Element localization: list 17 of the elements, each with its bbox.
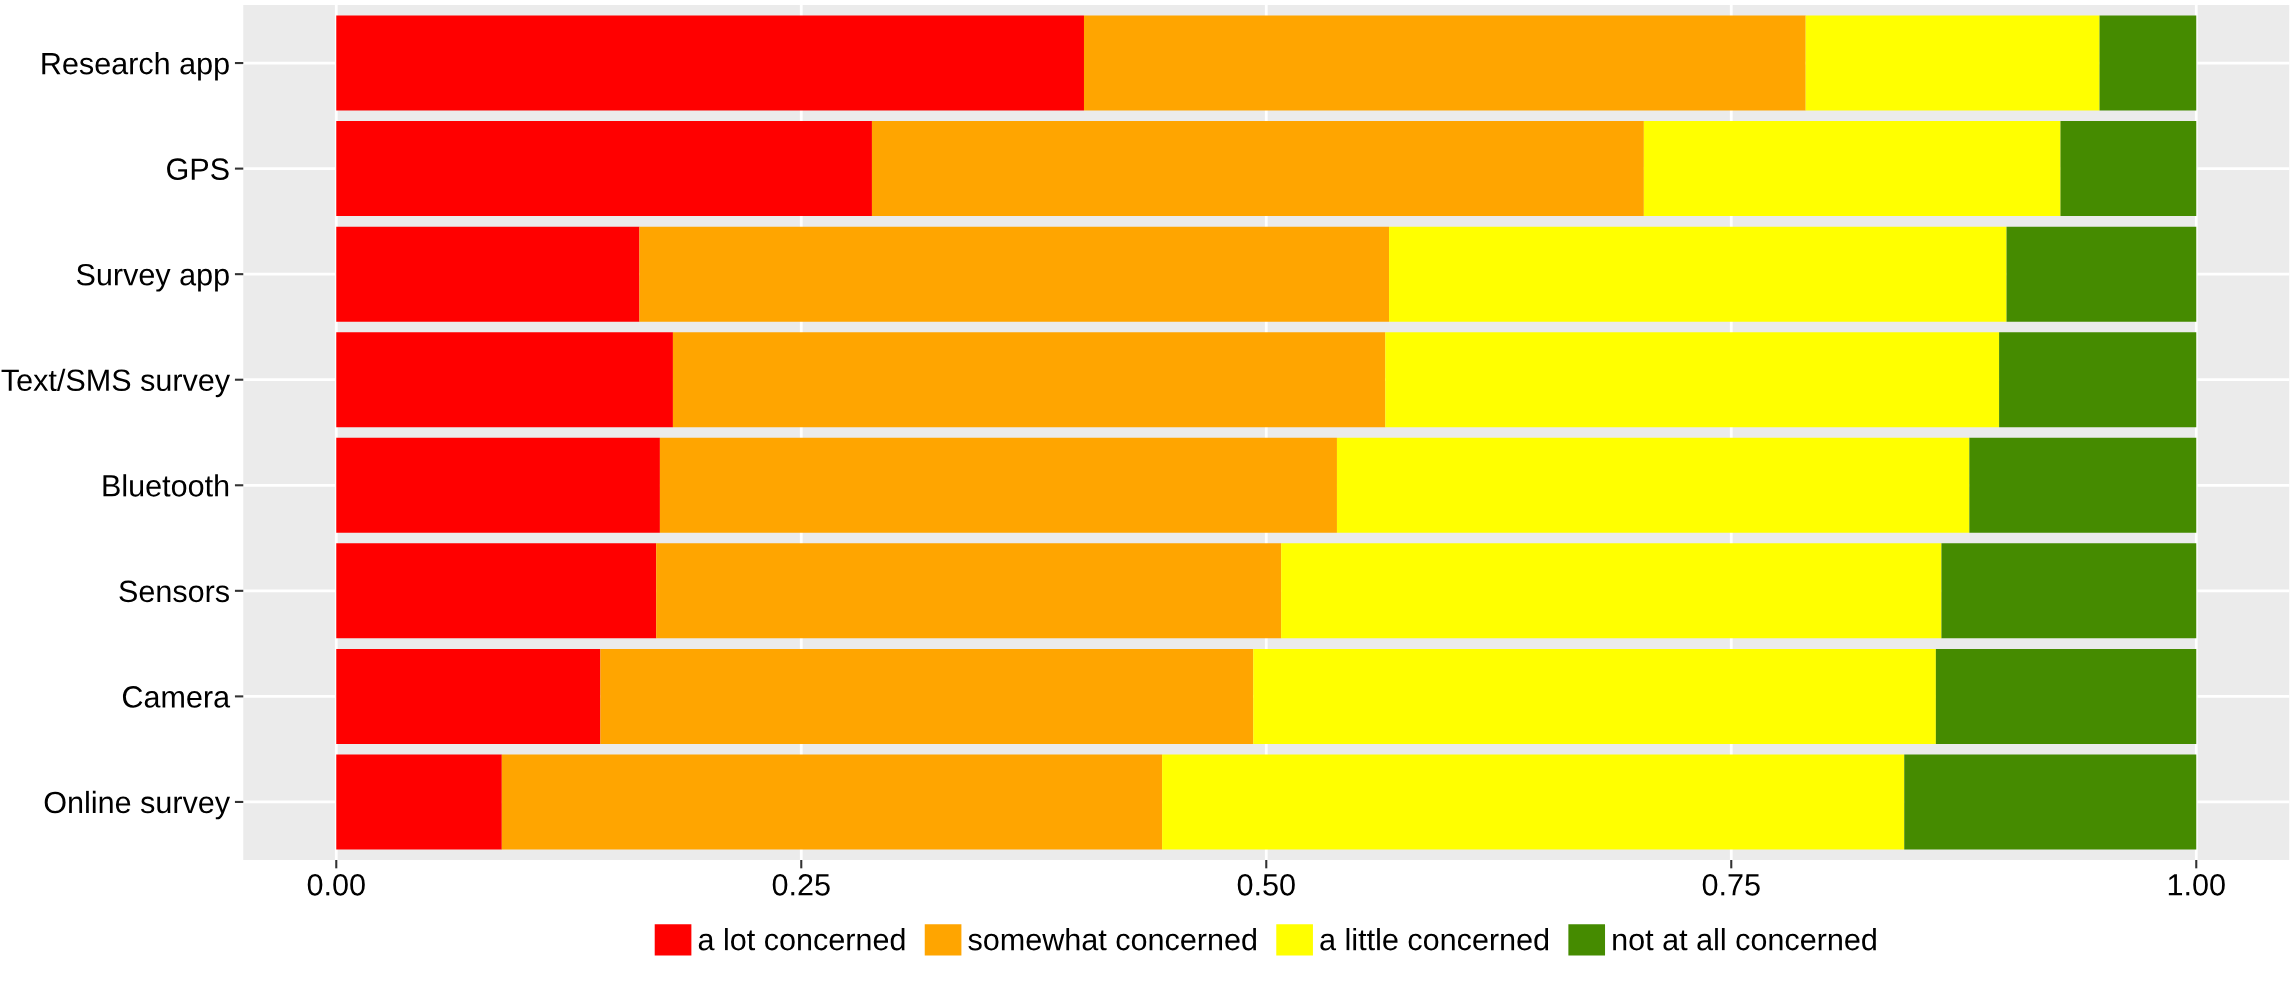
x-tick-label: 0.25 [772,874,830,896]
x-tick-label: 0.50 [1237,874,1295,896]
x-tick-label: 0.00 [307,874,365,896]
x-tick-label: 1.00 [2168,874,2225,896]
legend-label: somewhat concerned [968,927,1256,951]
y-tick-label: GPS [167,158,229,180]
y-tick-label: Online survey [44,790,231,820]
legend-label: a little concerned [1320,927,1549,951]
y-tick-label: Bluetooth [103,474,229,497]
x-tick-label: 0.75 [1702,874,1760,896]
y-tick-label: Camera [122,686,231,708]
legend-label: not at all concerned [1613,927,1876,951]
legend-label: a lot concerned [698,927,905,951]
y-tick-label: Sensors [119,580,229,603]
y-tick-label: Survey app [76,263,229,292]
y-tick-label: Text/SMS survey [1,368,231,398]
y-tick-label: Research app [42,51,229,81]
